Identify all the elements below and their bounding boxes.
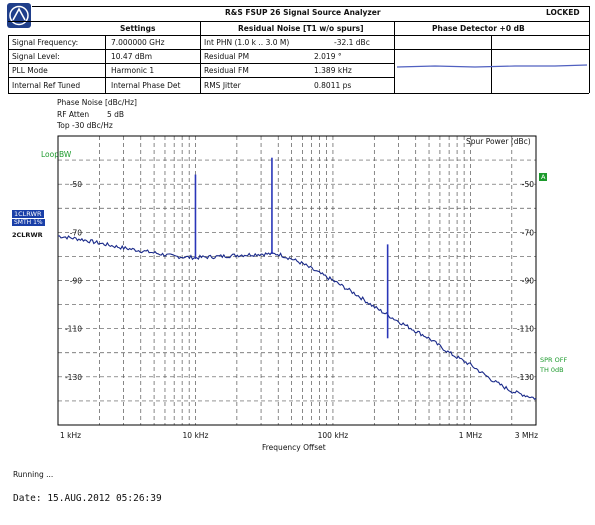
rf-atten-value: 5 dB xyxy=(107,110,125,119)
residual-fm-label: Residual FM xyxy=(204,66,249,75)
plot-labels: -50 -50 -70 -70 -90 -90 -110 -110 -130 -130 1 kHz 1… xyxy=(60,180,538,440)
y-tick-label-right: -110 xyxy=(517,325,534,334)
y-tick-label: -90 xyxy=(70,277,82,286)
pll-mode-label: PLL Mode xyxy=(12,66,48,75)
trace2-badge[interactable]: 2CLRWR xyxy=(12,231,43,239)
plot-grid xyxy=(58,136,536,425)
x-tick-label: 3 MHz xyxy=(515,431,538,440)
int-phn-value: -32.1 dBc xyxy=(334,38,370,47)
y-tick-label: -110 xyxy=(65,325,82,334)
signal-frequency-value: 7.000000 GHz xyxy=(111,38,165,47)
y-tick-label-right: -50 xyxy=(522,180,534,189)
rf-atten-label: RF Atten xyxy=(57,110,90,119)
phase-detector-header: Phase Detector +0 dB xyxy=(432,24,525,33)
threshold-label: TH 0dB xyxy=(540,366,564,374)
x-tick-label: 1 MHz xyxy=(459,431,482,440)
timestamp: Date: 15.AUG.2012 05:26:39 xyxy=(13,493,162,504)
y-tick-label-right: -90 xyxy=(522,277,534,286)
signal-level-value: 10.47 dBm xyxy=(111,52,153,61)
pll-mode-value: Harmonic 1 xyxy=(111,66,155,75)
y-tick-label: -50 xyxy=(70,180,82,189)
plot-y-unit: Phase Noise [dBc/Hz] xyxy=(57,98,137,107)
ref-tuned-value: Internal Phase Det xyxy=(111,81,181,90)
top-ref-level: Top -30 dBc/Hz xyxy=(57,121,113,130)
phase-detector-trace xyxy=(396,64,588,68)
spur-power-label: Spur Power (dBc) xyxy=(466,137,531,146)
loopbw-label: LoopBW xyxy=(41,150,72,159)
settings-header: Settings xyxy=(120,24,156,33)
residual-header: Residual Noise [T1 w/o spurs] xyxy=(238,24,364,33)
y-tick-label-right: -70 xyxy=(522,228,534,237)
plot-axes xyxy=(57,135,537,426)
y-tick-label: -70 xyxy=(70,228,82,237)
marker-a-badge[interactable]: A xyxy=(539,173,548,181)
app-title: R&S FSUP 26 Signal Source Analyzer xyxy=(225,8,381,17)
trace1-badge[interactable]: 1CLRWR xyxy=(12,210,44,218)
y-tick-label: -130 xyxy=(65,373,82,382)
plot-traces xyxy=(57,157,537,400)
lock-status: LOCKED xyxy=(546,8,580,17)
signal-level-label: Signal Level: xyxy=(12,52,60,61)
residual-pm-value: 2.019 ° xyxy=(314,52,342,61)
x-tick-label: 1 kHz xyxy=(60,431,81,440)
x-tick-label: 100 kHz xyxy=(318,431,349,440)
rms-jitter-label: RMS Jitter xyxy=(204,81,241,90)
residual-fm-value: 1.389 kHz xyxy=(314,66,352,75)
rms-jitter-value: 0.8011 ps xyxy=(314,81,352,90)
x-tick-label: 10 kHz xyxy=(183,431,209,440)
signal-frequency-label: Signal Frequency: xyxy=(12,38,79,47)
running-status: Running ... xyxy=(13,470,54,479)
int-phn-label: Int PHN (1.0 k .. 3.0 M) xyxy=(204,38,290,47)
phase-noise-trace xyxy=(57,235,537,400)
x-axis-title: Frequency Offset xyxy=(262,443,326,452)
y-tick-label-right: -130 xyxy=(517,373,534,382)
ref-tuned-label: Internal Ref Tuned xyxy=(12,81,81,90)
spur-off-label: SPR OFF xyxy=(540,356,568,364)
plot-frame xyxy=(57,135,537,426)
residual-pm-label: Residual PM xyxy=(204,52,250,61)
trace1-smooth: SMTH 1% xyxy=(12,219,45,226)
